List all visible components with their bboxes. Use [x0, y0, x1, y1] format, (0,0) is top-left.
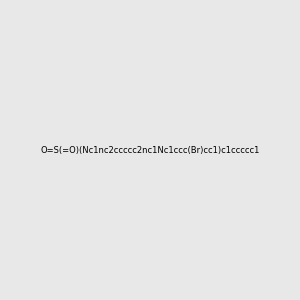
- Text: O=S(=O)(Nc1nc2ccccc2nc1Nc1ccc(Br)cc1)c1ccccc1: O=S(=O)(Nc1nc2ccccc2nc1Nc1ccc(Br)cc1)c1c…: [40, 146, 260, 154]
